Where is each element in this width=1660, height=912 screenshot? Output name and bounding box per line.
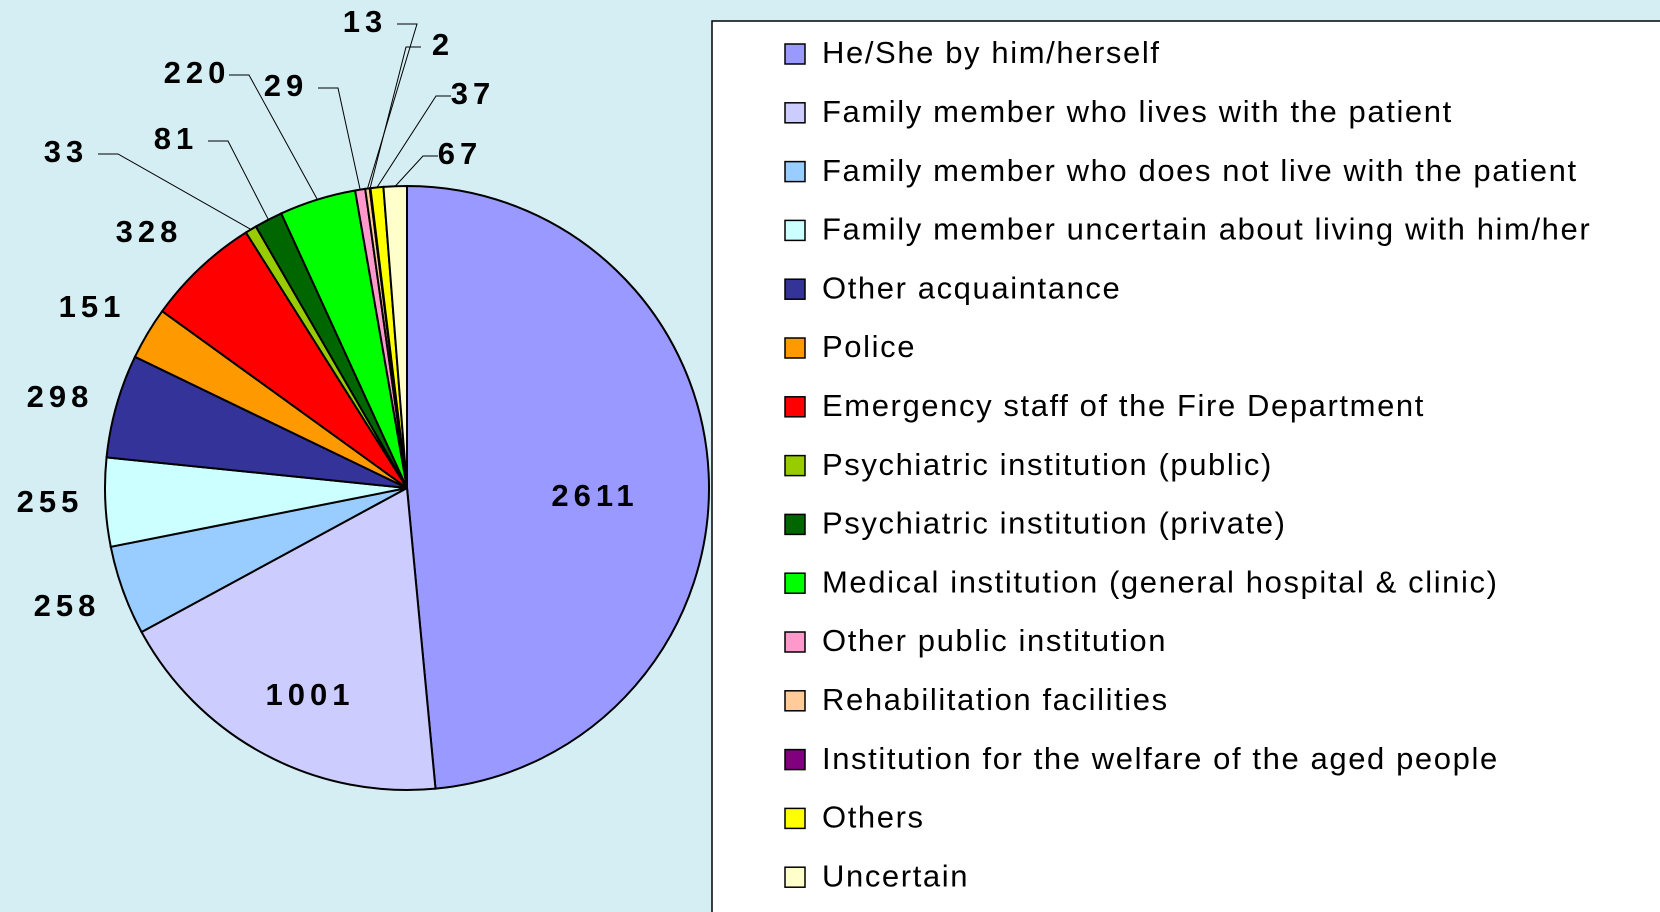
data-label: 2611 <box>551 478 638 513</box>
data-label: 258 <box>34 588 101 623</box>
legend-swatch <box>784 748 806 771</box>
legend-box <box>711 20 1660 912</box>
data-label: 33 <box>44 134 88 169</box>
data-label: 151 <box>59 289 126 324</box>
legend-label: Other public institution <box>822 623 1167 658</box>
legend-swatch <box>784 396 806 418</box>
legend-swatch <box>784 572 806 594</box>
legend-swatch <box>784 513 806 536</box>
data-label: 37 <box>451 76 495 111</box>
data-label: 298 <box>27 379 94 414</box>
legend-swatch <box>784 102 806 124</box>
leader-line <box>376 95 451 188</box>
pie-slice <box>140 486 437 791</box>
leader-line <box>208 140 269 220</box>
legend-label: Family member who does not live with the… <box>822 153 1578 188</box>
legend-swatch <box>784 219 806 242</box>
legend-label: Uncertain <box>822 858 969 893</box>
data-label: 67 <box>438 136 482 171</box>
data-label: 328 <box>116 214 183 249</box>
legend-label: Psychiatric institution (public) <box>822 447 1273 482</box>
legend-label: Others <box>822 800 925 835</box>
data-label: 81 <box>154 121 198 156</box>
legend-label: Psychiatric institution (private) <box>822 506 1287 541</box>
legend-label: Police <box>822 329 916 364</box>
data-label: 220 <box>164 55 231 90</box>
legend-label: Family member who lives with the patient <box>822 94 1453 129</box>
legend-label: He/She by him/herself <box>822 35 1161 70</box>
leader-line <box>318 87 361 190</box>
legend-swatch <box>784 866 806 888</box>
pie-slice <box>382 184 408 489</box>
pie-slice <box>406 184 711 790</box>
legend-swatch <box>784 454 806 477</box>
legend-swatch <box>784 278 806 300</box>
legend-swatch <box>784 43 806 65</box>
legend-swatch <box>784 160 806 183</box>
legend-label: Medical institution (general hospital & … <box>822 564 1499 599</box>
legend-label: Institution for the welfare of the aged … <box>822 741 1499 776</box>
legend-swatch <box>784 690 806 712</box>
data-label: 13 <box>343 4 387 39</box>
legend-swatch <box>784 631 806 653</box>
leader-line <box>98 153 252 230</box>
leader-line <box>394 155 438 187</box>
leader-line <box>369 46 421 189</box>
legend-label: Family member uncertain about living wit… <box>822 212 1591 247</box>
leader-line <box>229 74 318 200</box>
legend-swatch <box>784 807 806 830</box>
data-label: 29 <box>264 68 308 103</box>
data-label: 2 <box>432 27 454 62</box>
data-label: 1001 <box>266 677 355 712</box>
legend-label: Other acquaintance <box>822 270 1121 305</box>
legend-swatch <box>784 337 806 359</box>
legend-label: Rehabilitation facilities <box>822 682 1169 717</box>
legend-label: Emergency staff of the Fire Department <box>822 388 1425 423</box>
data-label: 255 <box>17 484 84 519</box>
